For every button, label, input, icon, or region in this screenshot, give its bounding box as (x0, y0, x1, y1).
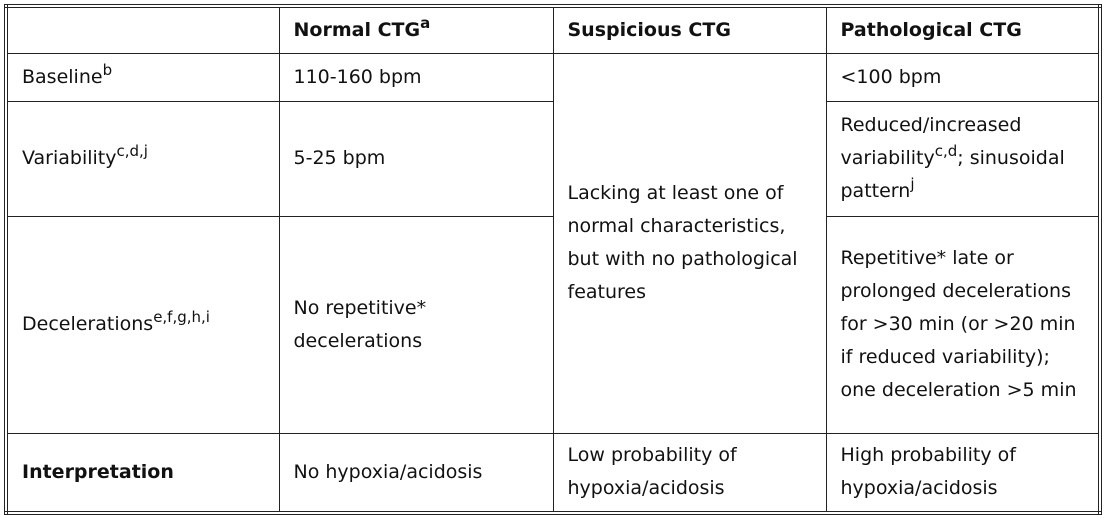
cell: Repetitive* late or prolonged decelerati… (825, 215, 1101, 434)
footnote-mark: c,d (934, 142, 958, 160)
row-label: Decelerationse,f,g,h,i (5, 215, 280, 434)
corner-cell (5, 5, 280, 54)
header-cell: Normal CTGa (278, 5, 554, 54)
row: Decelerationse,f,g,h,i No repetitive* de… (5, 215, 1101, 434)
footnote-mark: c,d,j (116, 142, 148, 160)
row: Variabilityc,d,j 5-25 bpm Reduced/increa… (5, 100, 1101, 217)
cell-text: Baseline (22, 65, 103, 88)
cell-text: Decelerations (22, 313, 154, 335)
cell: High probability of hypoxia/acidosis (825, 432, 1101, 514)
cell-text: ; sinusoidal pattern (840, 147, 1065, 202)
cell-text: 110-160 bpm (293, 65, 422, 88)
cell-text: Low probability of hypoxia/acidosis (567, 444, 737, 500)
cell-text: <100 bpm (840, 65, 942, 88)
cell-text: Interpretation (22, 460, 174, 483)
cell-text: No repetitive* decelerations (293, 296, 427, 352)
cell-text: Normal CTG (293, 18, 421, 41)
ctg-table: Normal CTGa Suspicious CTG Pathological … (4, 4, 1102, 515)
cell: No repetitive* decelerations (278, 215, 554, 434)
footnote-mark: b (102, 60, 113, 79)
cell-text: Variability (22, 147, 117, 169)
cell: No hypoxia/acidosis (278, 432, 554, 514)
footnote-mark: j (910, 175, 915, 193)
row-label: Interpretation (5, 432, 280, 514)
header-row: Normal CTGa Suspicious CTG Pathological … (5, 5, 1101, 54)
row-label: Baselineb (5, 52, 280, 102)
cell-text: High probability of hypoxia/acidosis (840, 444, 1016, 500)
cell: 5-25 bpm (278, 100, 554, 217)
cell-text: Reduced/increased variability (840, 114, 1022, 169)
cell-text: Pathological CTG (840, 18, 1022, 41)
footnote-mark: e,f,g,h,i (153, 308, 210, 326)
header-cell: Suspicious CTG (552, 5, 827, 54)
row: Interpretation No hypoxia/acidosis Low p… (5, 432, 1101, 514)
cell: 110-160 bpm (278, 52, 554, 102)
cell: <100 bpm (825, 52, 1101, 102)
row: Baselineb 110-160 bpm Lacking at least o… (5, 52, 1101, 434)
cell-text: Lacking at least one of normal character… (567, 182, 798, 303)
cell-text: Suspicious CTG (567, 18, 731, 41)
cell-text: 5-25 bpm (293, 147, 386, 169)
row-label: Variabilityc,d,j (5, 100, 280, 217)
footnote-mark: a (420, 13, 431, 32)
cell: Low probability of hypoxia/acidosis (552, 432, 827, 514)
cell-text: Repetitive* late or prolonged decelerati… (840, 247, 1077, 401)
cell: Lacking at least one of normal character… (552, 52, 827, 434)
cell: Reduced/increased variabilityc,d; sinuso… (825, 100, 1101, 217)
header-cell: Pathological CTG (825, 5, 1101, 54)
cell-text: No hypoxia/acidosis (293, 460, 483, 483)
